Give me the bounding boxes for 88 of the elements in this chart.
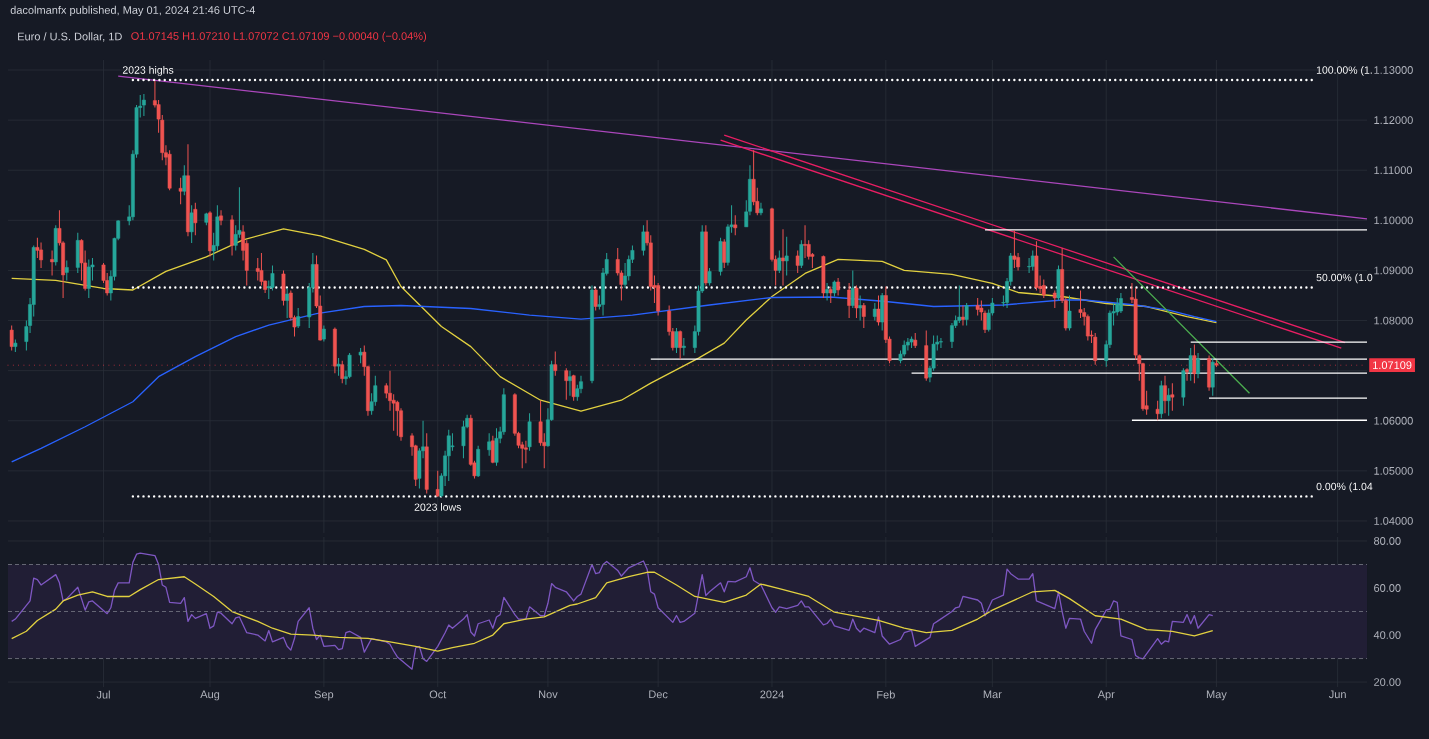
candlestick [1041,278,1046,299]
candlestick [487,432,492,457]
y-tick-label: 1.06000 [1374,416,1413,425]
candlestick [957,284,962,324]
candlestick [781,228,785,286]
x-tick-label: Oct [429,690,447,699]
annotation: 2023 lows [414,503,461,511]
candlestick [1185,367,1189,382]
candlestick [1166,387,1171,417]
annotation: 50.00% (1.0 [1316,273,1373,284]
candlestick [858,294,863,322]
candlestick [722,238,727,269]
candlestick [961,305,965,327]
candlestick [435,470,440,498]
y-tick-label: 1.08000 [1374,316,1413,325]
y-tick-label: 1.09000 [1374,266,1413,275]
candlestick [86,258,91,299]
candlestick [861,302,866,329]
candlestick [795,249,800,274]
line-series [11,296,1218,463]
candlestick [142,93,146,117]
y-tick-label: 80.00 [1374,537,1401,545]
candlestick [255,257,260,281]
line-series [11,228,1218,412]
x-tick-label: May [1206,690,1227,701]
candlestick [850,269,855,309]
x-tick-label: Jul [96,690,110,699]
y-tick-label: 1.11000 [1374,166,1413,175]
candlestick [854,284,859,319]
x-tick-label: 2024 [760,690,784,699]
chart-title: Euro / U.S. Dollar, 1D [18,32,122,42]
x-tick-label: Aug [200,690,220,701]
candlestick [964,302,969,327]
candlestick [219,209,223,226]
candlestick [674,327,679,354]
candlestick [340,360,345,384]
x-tick-label: Apr [1097,690,1115,701]
candlestick [259,252,264,286]
candlestick [296,307,301,329]
y-tick-label: 1.12000 [1374,116,1413,125]
y-tick-label: 60.00 [1374,584,1401,592]
candlestick [564,367,569,401]
candlestick [1170,382,1175,412]
x-tick-label: Feb [877,690,895,699]
y-tick-label: 1.10000 [1374,216,1413,225]
candlestick [50,249,54,276]
line-series [11,552,1214,670]
candlestick [825,282,829,301]
y-tick-label: 20.00 [1374,678,1401,686]
candlestick [523,440,528,464]
chart-subtitle: O1.07145 H1.07210 L1.07072 C1.07109 −0.00040 (−0.04%) [131,31,427,43]
ref-line-label: 1.07109 [1373,361,1412,370]
candlestick [1196,352,1200,379]
candlestick [777,249,782,274]
x-tick-label: Nov [539,690,558,699]
y-tick-label: 1.05000 [1374,466,1413,475]
candlestick [1188,347,1193,382]
text: dacolmanfx published, May 01, 2024 21:46 UTC-4 [10,5,256,17]
candlestick [1119,292,1123,314]
candlestick [939,337,943,349]
candlestick [803,224,807,259]
candlestick [39,241,43,269]
x-tick-label: Mar [983,690,1002,699]
x-tick-label: Jun [1328,690,1346,699]
candlestick [1030,249,1035,271]
y-tick-label: 40.00 [1373,631,1401,639]
candlestick [1155,400,1160,421]
candlestick [285,287,290,319]
candlestick [784,236,789,276]
annotation: 100.00% (1. [1316,66,1372,76]
y-tick-label: 1.13000 [1374,66,1413,74]
candlestick [553,351,558,377]
candlestick [182,164,187,196]
y-tick-label: 1.04000 [1374,517,1413,525]
candlestick [193,202,198,236]
candlestick [759,202,763,216]
line-series [11,571,1214,652]
annotation: 2023 highs [122,66,174,76]
x-tick-label: Dec [649,690,668,699]
candlestick [1192,344,1197,384]
candlestick [733,214,738,236]
candlestick [641,224,646,256]
candlestick [178,177,183,205]
candlestick [64,259,69,281]
annotation: 0.00% (1.04 [1316,482,1373,493]
candlestick [799,239,804,269]
x-tick-label: Sep [314,690,334,701]
candlestick [1163,375,1167,414]
